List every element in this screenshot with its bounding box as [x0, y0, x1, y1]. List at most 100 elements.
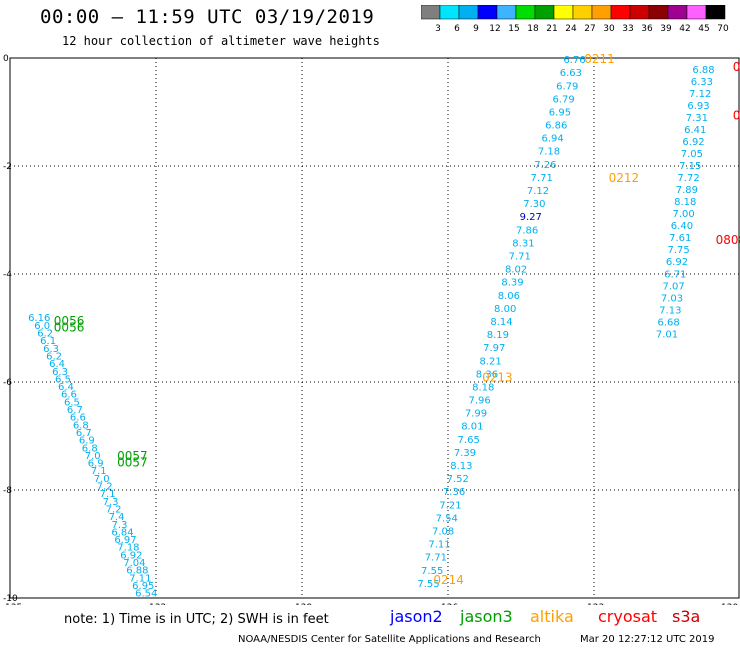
pass-time-label: 0214	[433, 573, 464, 587]
wave-height-value: 7.18	[117, 543, 139, 554]
x-tick-label: -126	[438, 603, 459, 605]
wave-height-value: 7.72	[677, 173, 699, 184]
wave-height-value: 6.9	[79, 436, 95, 447]
x-tick-label: -123	[584, 603, 604, 605]
wave-height-value: 8.00	[494, 304, 516, 315]
wave-height-value: 8.39	[501, 278, 523, 289]
wave-height-value: 6.5	[64, 397, 80, 408]
wave-height-value: 7.99	[465, 409, 487, 420]
wave-height-value: 6.68	[658, 317, 680, 328]
wave-height-value: 7.55	[421, 566, 443, 577]
color-scale-label: 9	[473, 24, 479, 34]
wave-height-value: 7.71	[425, 553, 447, 564]
credit-text: NOAA/NESDIS Center for Satellite Applica…	[238, 634, 541, 645]
wave-height-value: 6.33	[691, 77, 713, 88]
wave-height-value: 6.92	[120, 550, 142, 561]
wave-height-value: 6.79	[556, 81, 578, 92]
wave-height-value: 6.54	[135, 589, 157, 600]
legend-entry-s3a: s3a	[672, 607, 701, 626]
wave-height-value: 6.76	[563, 55, 585, 66]
wave-height-value: 6.95	[132, 581, 154, 592]
wave-height-value: 7.71	[509, 252, 531, 263]
wave-height-value: 6.3	[52, 367, 68, 378]
color-scale-label: 70	[717, 24, 729, 34]
wave-height-value: 6.97	[114, 535, 136, 546]
wave-height-value: 6.40	[671, 221, 693, 232]
wave-height-value: 6.93	[687, 101, 709, 112]
y-tick-label: -2	[3, 162, 12, 172]
footer-note: note: 1) Time is in UTC; 2) SWH is in fe…	[64, 612, 329, 627]
x-tick-label: -120	[718, 603, 739, 605]
wave-height-value: 6.94	[542, 134, 564, 145]
wave-height-value: 8.18	[674, 197, 696, 208]
wave-height-value: 6.95	[549, 107, 571, 118]
wave-height-value: 7.13	[659, 305, 681, 316]
wave-height-value: 8.01	[461, 422, 483, 433]
wave-height-value: 7.11	[428, 540, 450, 551]
wave-height-value: 7.18	[538, 147, 560, 158]
wave-height-value: 7.03	[661, 293, 683, 304]
wave-height-value: 8.36	[476, 369, 498, 380]
pass-time-label: 0057	[117, 455, 148, 469]
wave-height-value: 8.13	[450, 461, 472, 472]
color-scale-label: 15	[508, 24, 519, 34]
wave-height-value: 7.05	[681, 149, 703, 160]
y-tick-label: -8	[3, 486, 12, 496]
color-scale-label: 42	[679, 24, 690, 34]
wave-height-value: 6.88	[692, 65, 714, 76]
wave-height-value: 7.01	[656, 329, 678, 340]
wave-height-value: 7.11	[129, 573, 151, 584]
legend-entry-altika: altika	[530, 607, 574, 626]
wave-height-value: 6.5	[55, 374, 71, 385]
wave-height-value: 8.21	[479, 356, 501, 367]
wave-height-value: 6.4	[58, 382, 74, 393]
wave-height-value: 6.16	[28, 313, 50, 324]
plot-frame	[9, 57, 740, 599]
wave-height-value: 7.31	[686, 113, 708, 124]
wave-height-value: 8.14	[490, 317, 512, 328]
page-title: 00:00 — 11:59 UTC 03/19/2019	[40, 6, 375, 28]
wave-height-value: 7.86	[516, 225, 538, 236]
wave-height-value: 7.71	[531, 173, 553, 184]
wave-height-value: 7.75	[667, 245, 689, 256]
wave-height-value: 7.0	[94, 474, 110, 485]
x-tick-label: -129	[292, 603, 313, 605]
wave-height-value: 6.71	[664, 269, 686, 280]
wave-height-value: 7.1	[100, 489, 116, 500]
wave-height-value: 7.12	[689, 89, 711, 100]
wave-height-value: 6.0	[34, 321, 50, 332]
wave-height-value: 6.2	[37, 329, 53, 340]
wave-height-value: 7.54	[436, 513, 458, 524]
color-scale-label: 36	[641, 24, 653, 34]
wave-height-value: 7.04	[123, 558, 145, 569]
x-tick-label: -132	[146, 603, 166, 605]
wave-height-value: 7.65	[458, 435, 480, 446]
color-scale-label: 24	[565, 24, 577, 34]
color-scale-label: 18	[527, 24, 539, 34]
y-tick-label: 0	[3, 54, 9, 64]
wave-height-value: 6.1	[40, 336, 56, 347]
wave-height-value: 6.41	[684, 125, 706, 136]
pass-time-label: 0213	[482, 371, 513, 385]
wave-height-value: 8.19	[487, 330, 509, 341]
pass-time-label: 0211	[584, 52, 615, 66]
color-scale-label: 27	[584, 24, 595, 34]
wave-height-value: 6.63	[560, 68, 582, 79]
legend-entry-cryosat: cryosat	[598, 607, 658, 626]
generation-timestamp: Mar 20 12:27:12 UTC 2019	[580, 634, 715, 645]
wave-height-value: 8.31	[512, 238, 534, 249]
x-tick-label: -135	[2, 603, 22, 605]
color-scale-label: 21	[546, 24, 557, 34]
wave-height-value: 7.26	[534, 160, 556, 171]
pass-time-label: 0212	[609, 171, 640, 185]
wave-height-value: 8.02	[505, 265, 527, 276]
color-scale-label: 33	[622, 24, 633, 34]
wave-height-value: 7.00	[672, 209, 694, 220]
y-tick-label: -6	[3, 378, 12, 388]
pass-time-label: 080	[733, 109, 740, 123]
wave-height-value: 7.0	[85, 451, 101, 462]
legend-entry-jason2: jason2	[390, 607, 443, 626]
color-scale-label: 39	[660, 24, 672, 34]
wave-height-value: 7.55	[417, 579, 439, 590]
